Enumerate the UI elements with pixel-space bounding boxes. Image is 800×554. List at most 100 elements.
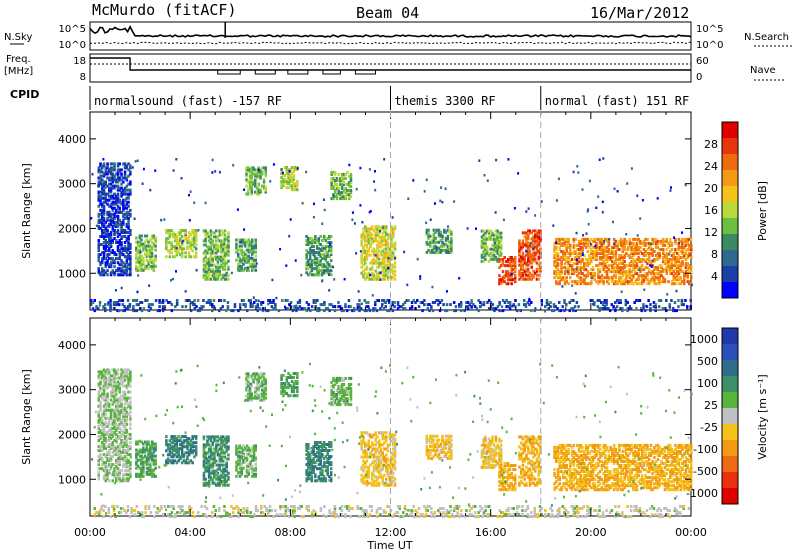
data-cell (166, 447, 170, 451)
data-cell (113, 214, 116, 218)
data-cell (584, 262, 588, 266)
data-cell (682, 303, 685, 307)
data-cell (312, 267, 315, 271)
data-cell (147, 254, 150, 258)
data-cell (388, 249, 391, 253)
data-cell (118, 471, 121, 475)
data-cell (372, 257, 376, 261)
data-cell (195, 305, 198, 309)
data-cell (683, 274, 686, 278)
data-cell (677, 272, 681, 276)
data-cell (104, 473, 107, 477)
data-cell (603, 305, 607, 309)
data-cell (223, 261, 227, 265)
data-cell (248, 186, 252, 190)
data-cell (108, 263, 111, 267)
data-cell (193, 237, 196, 241)
data-cell (102, 228, 106, 232)
data-cell (494, 229, 498, 233)
data-cell (447, 225, 449, 228)
data-cell (97, 426, 100, 430)
data-cell (677, 282, 681, 286)
data-cell (429, 240, 432, 244)
data-cell (111, 212, 114, 216)
data-cell (684, 270, 688, 274)
data-cell (591, 245, 595, 249)
data-cell (392, 251, 395, 255)
data-cell (111, 441, 114, 444)
data-cell (521, 231, 525, 235)
data-cell (323, 309, 326, 313)
data-cell (215, 235, 218, 239)
data-cell (206, 261, 209, 265)
data-cell (658, 282, 661, 286)
data-cell (653, 239, 656, 243)
data-cell (118, 170, 121, 174)
data-cell (489, 235, 492, 239)
data-cell (102, 257, 106, 261)
data-cell (129, 445, 132, 448)
data-cell (656, 239, 660, 243)
data-cell (597, 276, 600, 280)
data-cell (555, 282, 558, 286)
data-cell (674, 268, 677, 272)
data-cell (600, 258, 604, 261)
data-cell (337, 193, 340, 197)
data-cell (435, 246, 438, 249)
data-cell (104, 233, 107, 236)
data-cell (602, 248, 605, 251)
data-cell (98, 304, 101, 307)
data-cell (525, 253, 528, 257)
data-cell (649, 307, 652, 311)
data-cell (113, 380, 116, 384)
data-cell (316, 299, 319, 302)
data-cell (379, 245, 383, 249)
data-cell (359, 307, 363, 311)
data-cell (97, 259, 100, 263)
data-cell (109, 390, 113, 394)
data-cell (386, 277, 390, 281)
data-cell (116, 235, 120, 238)
data-cell (152, 264, 156, 268)
data-cell (111, 420, 114, 424)
data-cell (378, 235, 381, 239)
data-cell (144, 299, 147, 302)
data-cell (579, 254, 583, 257)
data-cell (237, 262, 240, 266)
data-cell (369, 235, 372, 239)
data-cell (123, 406, 127, 410)
data-cell (534, 251, 537, 255)
data-cell (140, 448, 143, 452)
data-cell (429, 218, 432, 221)
data-cell (254, 184, 257, 188)
data-cell (113, 216, 116, 220)
data-cell (602, 252, 605, 255)
data-cell (626, 270, 630, 274)
data-cell (670, 280, 674, 284)
data-cell (376, 255, 379, 259)
data-cell (268, 299, 272, 302)
data-cell (122, 408, 125, 412)
data-cell (298, 305, 302, 309)
data-cell (244, 260, 247, 264)
data-cell (97, 473, 100, 477)
data-cell (337, 191, 340, 195)
data-cell (649, 264, 652, 267)
data-cell (102, 463, 106, 467)
data-cell (385, 241, 388, 245)
data-cell (310, 251, 314, 255)
data-cell (200, 307, 203, 311)
data-cell (654, 258, 658, 261)
data-cell (284, 305, 286, 309)
data-cell (127, 239, 130, 242)
data-cell (269, 180, 272, 183)
data-cell (109, 408, 113, 412)
data-cell (152, 472, 156, 476)
data-cell (340, 193, 344, 197)
data-cell (97, 198, 100, 202)
data-cell (99, 406, 102, 410)
data-cell (322, 235, 326, 238)
data-cell (187, 241, 191, 245)
data-cell (122, 188, 125, 192)
data-cell (149, 470, 152, 474)
